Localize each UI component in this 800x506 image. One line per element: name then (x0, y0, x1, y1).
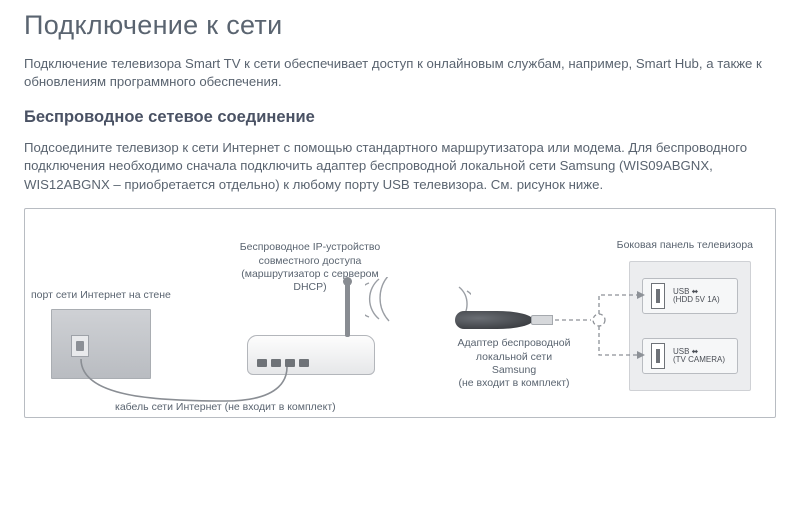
dashed-connectors (25, 209, 776, 418)
body-paragraph: Подсоедините телевизор к сети Интернет с… (24, 139, 776, 194)
page-title: Подключение к сети (24, 10, 776, 41)
intro-paragraph: Подключение телевизора Smart TV к сети о… (24, 55, 776, 92)
section-subtitle: Беспроводное сетевое соединение (24, 108, 776, 127)
cable-label: кабель сети Интернет (не входит в компле… (115, 401, 355, 414)
connection-diagram: порт сети Интернет на стене Беспроводное… (24, 208, 776, 418)
